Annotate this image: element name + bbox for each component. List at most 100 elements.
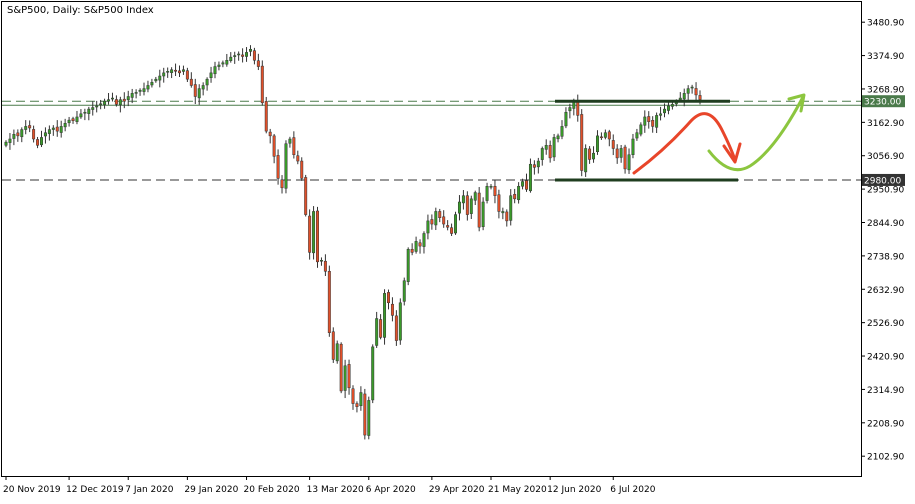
y-tick-label: 2314.90 bbox=[867, 386, 904, 396]
y-tick-label: 3056.90 bbox=[867, 152, 904, 162]
candle-down bbox=[438, 211, 442, 218]
candle-up bbox=[118, 99, 122, 106]
candle-up bbox=[75, 116, 79, 122]
candle-down bbox=[390, 303, 394, 316]
candle-up bbox=[536, 160, 540, 168]
candle-up bbox=[95, 105, 99, 108]
candle-down bbox=[615, 148, 619, 159]
candle-up bbox=[225, 60, 229, 65]
candle-up bbox=[154, 78, 158, 82]
candle-down bbox=[323, 260, 327, 272]
candle-down bbox=[394, 315, 398, 341]
candle-up bbox=[107, 99, 110, 102]
candle-up bbox=[138, 89, 142, 92]
candle-up bbox=[686, 88, 690, 94]
candle-down bbox=[497, 194, 501, 212]
candle-up bbox=[343, 365, 347, 391]
candle-down bbox=[513, 194, 517, 200]
candle-down bbox=[493, 185, 497, 196]
candle-down bbox=[327, 271, 331, 333]
candle-up bbox=[99, 103, 103, 105]
candle-up bbox=[209, 72, 213, 78]
candle-up bbox=[643, 116, 647, 126]
candle-up bbox=[158, 75, 162, 81]
candle-up bbox=[584, 148, 588, 173]
candle-up bbox=[91, 107, 95, 110]
candle-up bbox=[552, 137, 556, 158]
candle-down bbox=[193, 84, 197, 97]
candle-up bbox=[619, 148, 623, 158]
candle-down bbox=[114, 99, 118, 105]
candle-up bbox=[110, 97, 114, 100]
candle-up bbox=[544, 145, 548, 150]
candle-up bbox=[556, 135, 560, 140]
candle-up bbox=[142, 88, 146, 92]
candle-down bbox=[296, 155, 300, 162]
candle-up bbox=[603, 132, 607, 138]
x-tick-label: 29 Jan 2020 bbox=[184, 485, 238, 495]
x-axis: 20 Nov 2019 12 Dec 2019 7 Jan 2020 29 Jan 2… bbox=[3, 476, 656, 495]
candle-up bbox=[67, 119, 71, 124]
candle-up bbox=[87, 108, 91, 114]
x-tick-label: 13 Mar 2020 bbox=[307, 485, 364, 495]
candle-up bbox=[335, 343, 339, 362]
candle-down bbox=[465, 195, 469, 215]
candle-up bbox=[666, 105, 670, 111]
candle-up bbox=[517, 185, 521, 201]
candle-down bbox=[32, 129, 36, 140]
x-tick-label: 20 Nov 2019 bbox=[3, 485, 61, 495]
candle-up bbox=[655, 115, 659, 128]
candle-down bbox=[185, 70, 189, 80]
candle-down bbox=[588, 148, 592, 160]
candle-up bbox=[690, 86, 694, 89]
candle-up bbox=[422, 233, 426, 247]
y-tick-label: 2420.90 bbox=[867, 353, 904, 363]
y-tick-label: 2208.90 bbox=[867, 419, 904, 429]
candle-up bbox=[434, 211, 438, 226]
y-tick-label: 2632.90 bbox=[867, 286, 904, 296]
candle-up bbox=[402, 280, 406, 302]
candle-up bbox=[205, 78, 209, 86]
candle-up bbox=[509, 195, 513, 221]
arrow-up-head bbox=[787, 93, 806, 113]
y-tick-label: 2102.90 bbox=[867, 453, 904, 463]
x-tick-label: 12 Jun 2020 bbox=[547, 485, 601, 495]
candle-down bbox=[36, 139, 40, 146]
candle-up bbox=[150, 82, 154, 86]
candle-up bbox=[596, 135, 599, 153]
candle-up bbox=[426, 220, 430, 234]
candle-up bbox=[521, 181, 525, 187]
candle-down bbox=[430, 219, 434, 225]
chart-title: S&P500, Daily: S&P500 Index bbox=[7, 5, 154, 16]
candle-up bbox=[134, 92, 138, 94]
candle-down bbox=[576, 100, 580, 116]
candle-up bbox=[288, 138, 292, 144]
candle-down bbox=[316, 210, 319, 263]
candle-down bbox=[623, 146, 627, 170]
candle-down bbox=[268, 131, 272, 137]
y-tick-label: 3480.90 bbox=[867, 19, 904, 29]
arrow-down-curve bbox=[632, 112, 737, 175]
range-box bbox=[555, 99, 738, 182]
level-price-label: 3230.00 bbox=[864, 98, 901, 108]
candle-up bbox=[375, 318, 379, 346]
level-price-tag bbox=[862, 95, 905, 108]
candle-up bbox=[83, 111, 87, 114]
candle-up bbox=[166, 71, 170, 73]
candle-down bbox=[300, 160, 304, 179]
candle-down bbox=[260, 65, 264, 104]
candle-up bbox=[130, 93, 134, 98]
candle-down bbox=[71, 118, 75, 121]
candle-down bbox=[292, 137, 296, 156]
candle-down bbox=[339, 343, 343, 392]
candle-up bbox=[682, 93, 686, 100]
candle-up bbox=[319, 260, 323, 262]
candle-down bbox=[379, 319, 383, 338]
candle-up bbox=[631, 138, 635, 156]
candle-down bbox=[351, 388, 355, 404]
candle-up bbox=[284, 143, 288, 189]
candle-down bbox=[647, 116, 651, 122]
candle-up bbox=[59, 126, 63, 133]
